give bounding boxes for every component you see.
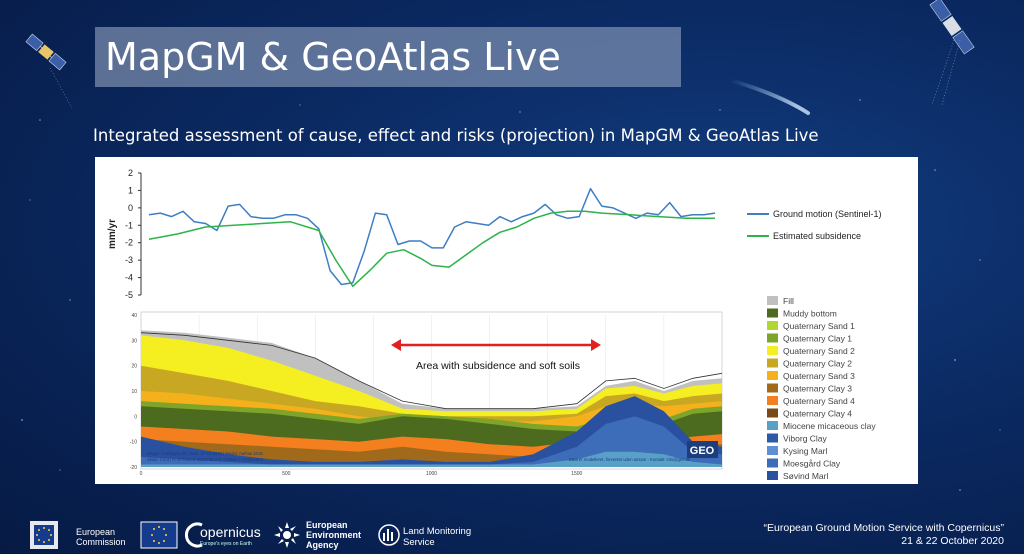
eea-line1: European	[306, 520, 348, 530]
legend-label: Quaternary Clay 2	[783, 359, 852, 369]
y-tick-label: 2	[128, 168, 133, 178]
section-y-tick: 0	[134, 414, 137, 420]
event-date: 21 & 22 October 2020	[901, 535, 1004, 547]
legend-swatch	[767, 321, 778, 330]
y-tick-label: 0	[128, 203, 133, 213]
credit-left-2: Skala: 1:8.4 | A: 577540.9, 6222736.4 B:…	[147, 457, 264, 462]
ec-line1: European	[76, 527, 116, 537]
eea-line3: Agency	[306, 540, 339, 550]
y-tick-label: 1	[128, 185, 133, 195]
terrain-line	[140, 332, 723, 410]
credit-right: Data er modelleret, forventet uden ansva…	[569, 457, 691, 462]
eea-line2: Environment	[306, 530, 362, 540]
satellite-icon	[25, 33, 73, 109]
section-x-tick: 500	[282, 471, 291, 477]
geo-logo	[687, 441, 718, 458]
lms-line1: Land Monitoring	[403, 526, 472, 537]
section-y-tick: -10	[130, 440, 137, 446]
layer-10	[141, 451, 722, 467]
copernicus-wordmark: opernicus	[200, 524, 261, 540]
series-line-1	[148, 210, 715, 288]
legend-swatch	[767, 433, 778, 443]
legend-label: Moesgård Clay	[783, 459, 841, 469]
legend-label: Quaternary Clay 1	[783, 334, 852, 344]
copernicus-logo: opernicus Europe's eyes on Earth	[140, 519, 262, 551]
legend-label: Fill	[783, 296, 794, 306]
section-y-tick: 20	[131, 364, 137, 370]
section-y-tick: 40	[131, 313, 137, 319]
legend-swatch	[767, 358, 778, 368]
legend-swatch	[767, 383, 778, 393]
legend-swatch	[767, 346, 778, 355]
line-chart: 2 1 0 -1 -2 -3 -4 -5 mm/yr	[107, 168, 716, 300]
section-x-tick: 1500	[571, 471, 582, 477]
legend-label: Søvind Marl	[783, 471, 828, 481]
geo-logo-text: GEO	[690, 445, 715, 457]
y-axis-label: mm/yr	[107, 219, 118, 249]
slide-subtitle: Integrated assessment of cause, effect a…	[93, 126, 819, 145]
charts-svg: 210-1-2-3-4-5 mm/yr Ground motion (Senti…	[107, 168, 882, 481]
legend-label: Estimated subsidence	[773, 231, 861, 241]
series-line-0	[148, 187, 716, 286]
ec-line2: Commission	[76, 537, 126, 547]
legend-swatch	[767, 333, 778, 343]
legend-label: Quaternary Clay 3	[783, 384, 852, 394]
section-y-tick: 30	[131, 338, 137, 344]
legend-label: Quaternary Clay 4	[783, 409, 852, 419]
legend-swatch	[767, 421, 778, 430]
legend-label: Ground motion (Sentinel-1)	[773, 209, 882, 219]
legend-swatch	[767, 446, 778, 455]
event-caption: “European Ground Motion Service with Cop…	[764, 522, 1004, 548]
legend-label: Quaternary Sand 2	[783, 346, 855, 356]
annotation-label: Area with subsidence and soft soils	[416, 360, 580, 372]
eea-logo: European Environment Agency	[272, 519, 372, 551]
section-x-tick: 0	[140, 471, 143, 477]
title-banner: MapGM & GeoAtlas Live	[95, 27, 681, 87]
satellite-icon	[929, 0, 975, 106]
legend-label: Viborg Clay	[783, 434, 828, 444]
land-monitoring-logo: Land Monitoring Service	[378, 519, 488, 551]
legend-swatch	[767, 458, 778, 468]
legend-swatch	[767, 471, 778, 480]
section-y-tick: 10	[131, 389, 137, 395]
slide-title: MapGM & GeoAtlas Live	[105, 35, 561, 79]
legend-label: Kysing Marl	[783, 446, 828, 456]
legend-label: Quaternary Sand 4	[783, 396, 855, 406]
event-title: “European Ground Motion Service with Cop…	[763, 522, 1004, 534]
layer-9	[141, 416, 722, 467]
legend-swatch	[767, 396, 778, 405]
y-tick-label: -4	[125, 273, 133, 283]
legend-swatch	[767, 371, 778, 380]
legend-label: Miocene micaceous clay	[783, 421, 876, 431]
section-y-tick: -20	[130, 465, 137, 471]
y-tick-label: -5	[125, 290, 133, 300]
y-tick-label: -1	[125, 220, 133, 230]
legend-label: Muddy bottom	[783, 309, 837, 319]
line-legend: Ground motion (Sentinel-1) Estimated subs…	[747, 209, 882, 241]
copernicus-tagline: Europe's eyes on Earth	[200, 541, 252, 547]
y-tick-label: -3	[125, 255, 133, 265]
section-legend: Fill Muddy bottom Quaternary Sand 1 Quatern…	[767, 296, 876, 481]
section-x-tick: 1000	[426, 471, 437, 477]
legend-swatch	[767, 308, 778, 318]
y-tick-label: -2	[125, 238, 133, 248]
subsidence-area-arrow	[391, 339, 601, 351]
ec-logo: European Commission	[12, 519, 127, 551]
chart-panel: 2 1 0 -1 -2 -3 -4 -5 mm/yr Ground motion (Senti…	[95, 157, 918, 484]
credit-left: Bruger: rnm@geo.dk | Dato: 07-10-2020 | …	[147, 451, 263, 456]
lms-line2: Service	[403, 537, 435, 548]
legend-swatch	[767, 408, 778, 418]
legend-label: Quaternary Sand 1	[783, 321, 855, 331]
legend-swatch	[767, 296, 778, 305]
legend-label: Quaternary Sand 3	[783, 371, 855, 381]
